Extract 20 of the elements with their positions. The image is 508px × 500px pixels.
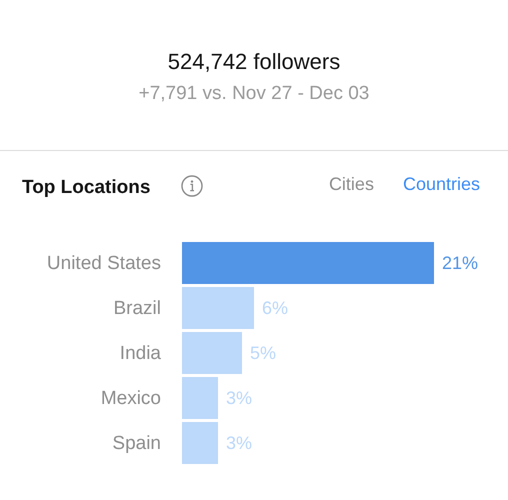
bar: [182, 242, 434, 284]
bar: [182, 287, 254, 329]
y-tick-label: Brazil: [113, 298, 161, 320]
data-label: 21%: [442, 253, 478, 273]
y-tick-label: Spain: [112, 433, 161, 454]
text: Countries: [402, 174, 480, 194]
y-tick-label: Mexico: [100, 388, 161, 410]
bar: [182, 377, 218, 419]
bar: [182, 332, 242, 374]
y-tick-label: United States: [46, 253, 161, 274]
data-label: 3%: [226, 388, 252, 408]
data-label: 3%: [226, 433, 252, 453]
data-label: 5%: [250, 343, 276, 363]
chart-title: Top Locations: [22, 177, 150, 198]
data-label: 6%: [262, 298, 288, 318]
text: Cities: [328, 174, 374, 194]
text: +7,791 vs. Nov 27 - Dec 03: [138, 83, 370, 104]
bar: [182, 422, 218, 464]
y-tick-label: India: [120, 343, 162, 364]
text: 524,742 followers: [168, 49, 340, 74]
